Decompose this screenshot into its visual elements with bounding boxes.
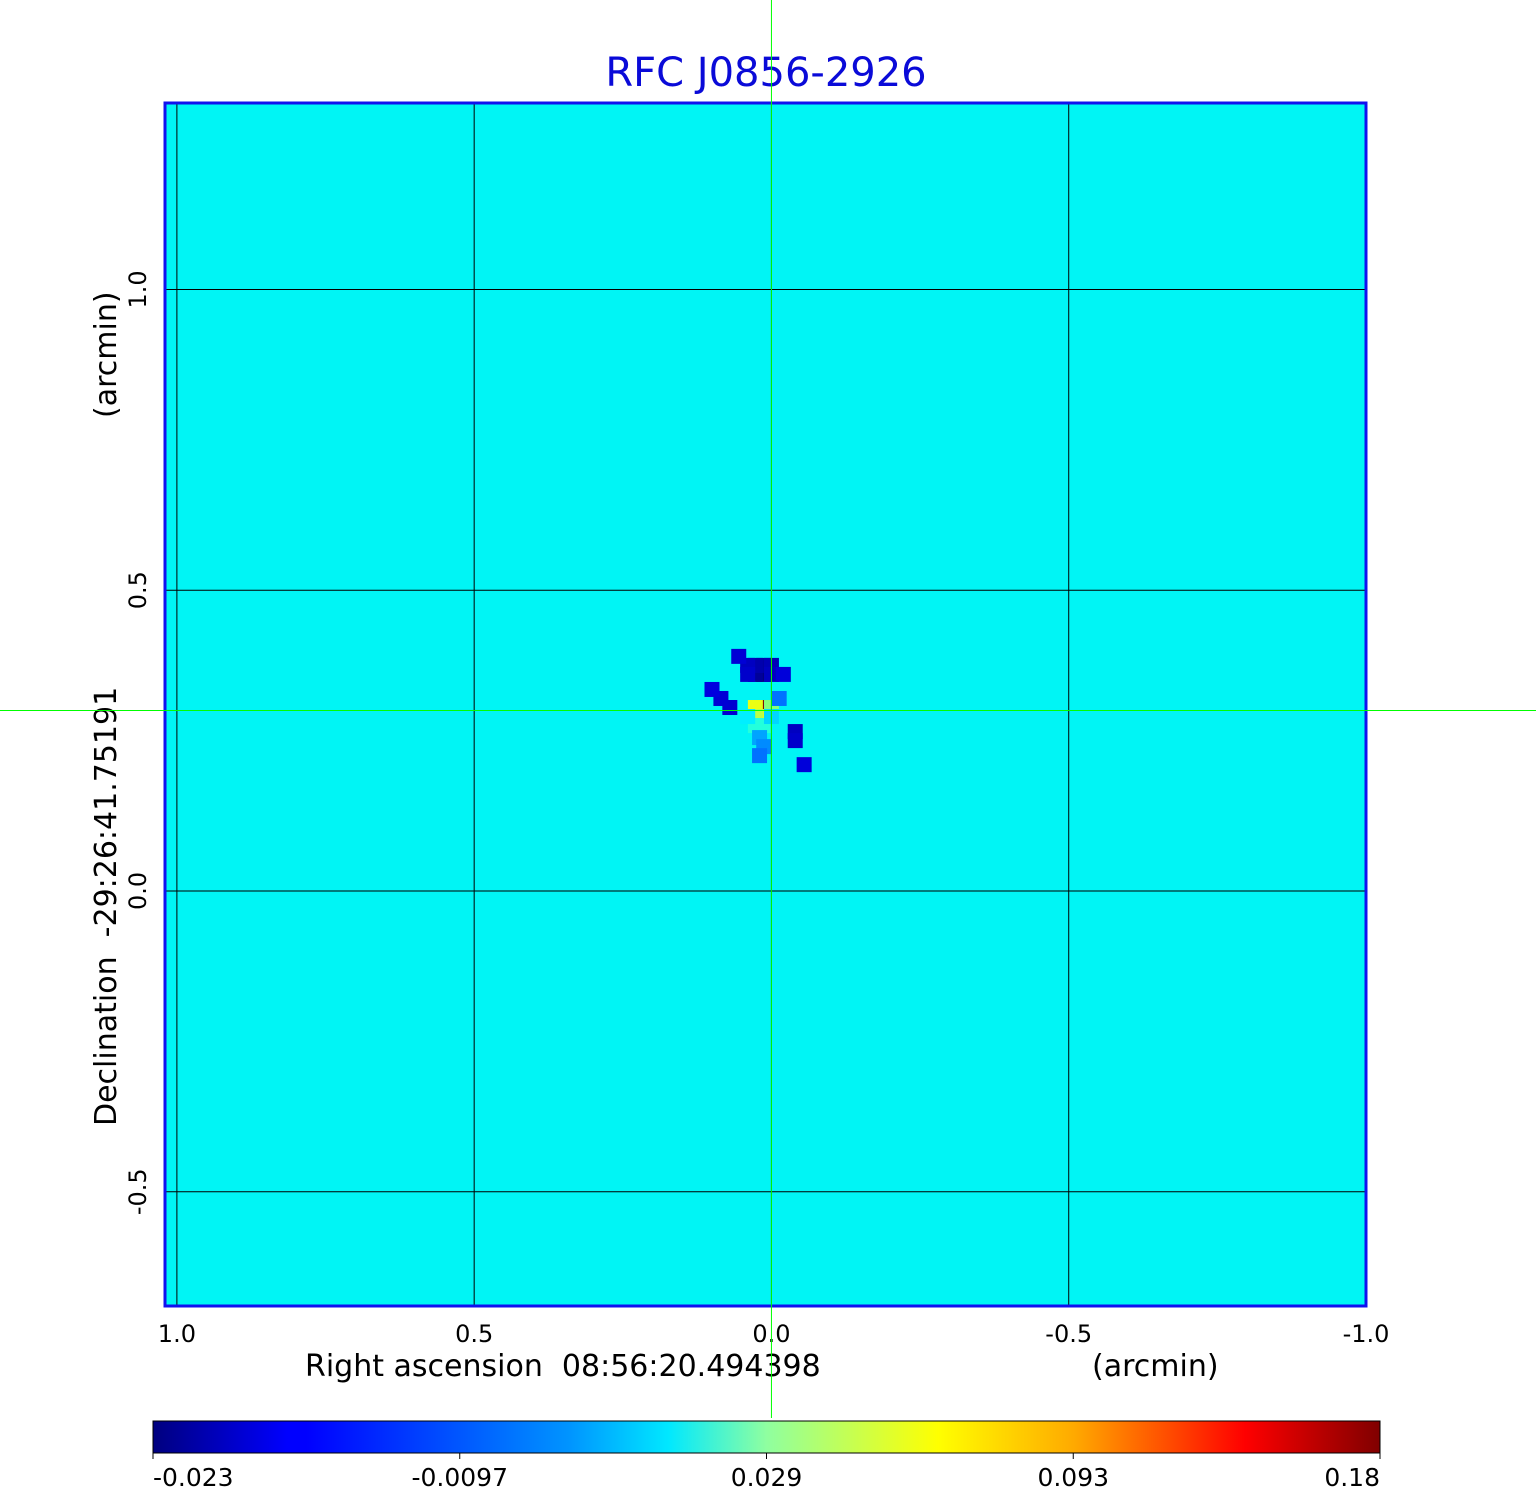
colorbar-tick-label: 0.029 <box>731 1463 803 1492</box>
x-tick-label: -0.5 <box>1045 1320 1092 1348</box>
colorbar-tick-label: 0.093 <box>1037 1463 1109 1492</box>
image-layer <box>704 648 812 773</box>
y-tick-label: -0.5 <box>124 1168 152 1215</box>
crosshair <box>0 0 1536 1418</box>
image-pixel <box>796 757 812 773</box>
image-pixel <box>775 666 791 682</box>
y-tick-label: 1.0 <box>124 270 152 308</box>
x-axis-label: Right ascension 08:56:20.494398 <box>305 1349 821 1384</box>
image-pixel <box>704 681 720 697</box>
colorbar-ticks: -0.023 -0.0097 0.029 0.093 0.18 <box>152 1453 1381 1492</box>
image-pixel <box>740 666 756 682</box>
y-tick-label: 0.0 <box>124 872 152 910</box>
x-axis-unit: (arcmin) <box>1092 1349 1219 1384</box>
image-pixel <box>740 709 756 725</box>
y-axis-unit: (arcmin) <box>89 291 124 418</box>
image-pixel <box>752 748 768 764</box>
y-tick-label: 0.5 <box>124 571 152 609</box>
y-tick-labels: 1.0 0.5 0.0 -0.5 <box>124 270 152 1215</box>
image-pixel <box>787 733 803 749</box>
colorbar <box>152 1420 1381 1454</box>
x-tick-label: 0.5 <box>455 1320 493 1348</box>
image-pixel <box>731 648 747 664</box>
colorbar-tick-label: -0.023 <box>153 1463 234 1492</box>
colorbar-tick-label: -0.0097 <box>412 1463 509 1492</box>
colorbar-tick-label: 0.18 <box>1324 1463 1380 1492</box>
image-pixel <box>771 690 787 706</box>
x-tick-label: 1.0 <box>158 1320 196 1348</box>
y-axis-label: Declination -29:26:41.75191 <box>89 687 124 1126</box>
x-tick-label: -1.0 <box>1343 1320 1390 1348</box>
plot-frame <box>163 101 1368 1308</box>
chart-title: RFC J0856-2926 <box>605 50 926 96</box>
x-tick-labels: 1.0 0.5 0.0 -0.5 -1.0 <box>158 1320 1390 1348</box>
